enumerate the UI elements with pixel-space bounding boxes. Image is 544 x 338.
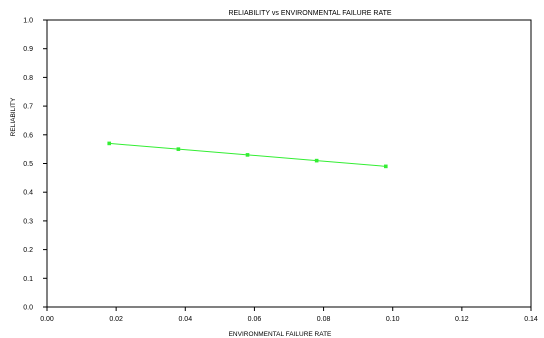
x-tick-label: 0.12 — [455, 316, 469, 323]
series-layer — [107, 141, 388, 169]
x-tick-label: 0.00 — [40, 316, 54, 323]
x-tick-label: 0.04 — [178, 316, 192, 323]
y-tick-label: 0.4 — [23, 190, 33, 197]
x-tick-label: 0.02 — [109, 316, 123, 323]
data-point — [314, 158, 319, 163]
x-tick-label: 0.14 — [524, 316, 538, 323]
x-tick-label: 0.08 — [317, 316, 331, 323]
y-tick-label: 0.8 — [23, 75, 33, 82]
y-tick-label: 1.0 — [23, 18, 33, 25]
y-tick-label: 0.3 — [23, 218, 33, 225]
x-axis-label: ENVIRONMENTAL FAILURE RATE — [229, 331, 332, 338]
y-tick-label: 0.1 — [23, 276, 33, 283]
x-tick-label: 0.06 — [248, 316, 262, 323]
data-point — [107, 141, 112, 146]
y-tick-label: 0.7 — [23, 104, 33, 111]
x-axis-ticks: 0.00 0.02 0.04 0.06 0.08 0.10 0.12 0.14 — [40, 307, 538, 323]
chart-title: RELIABILITY vs ENVIRONMENTAL FAILURE RAT… — [228, 10, 391, 17]
x-tick-label: 0.10 — [386, 316, 400, 323]
y-tick-label: 0.6 — [23, 132, 33, 139]
data-point — [245, 153, 250, 157]
y-tick-label: 0.9 — [23, 46, 33, 53]
y-tick-label: 0.5 — [23, 161, 33, 168]
y-tick-label: 0.2 — [23, 247, 33, 254]
data-point — [176, 147, 181, 151]
data-point — [384, 164, 388, 169]
y-axis-label: RELIABILITY — [10, 97, 17, 136]
y-tick-label: 0.0 — [23, 305, 33, 312]
plot-area — [46, 19, 532, 308]
y-axis-ticks: 0.0 0.1 0.2 0.3 0.4 0.5 0.6 0.7 0.8 0.9 1.0 — [23, 18, 47, 312]
